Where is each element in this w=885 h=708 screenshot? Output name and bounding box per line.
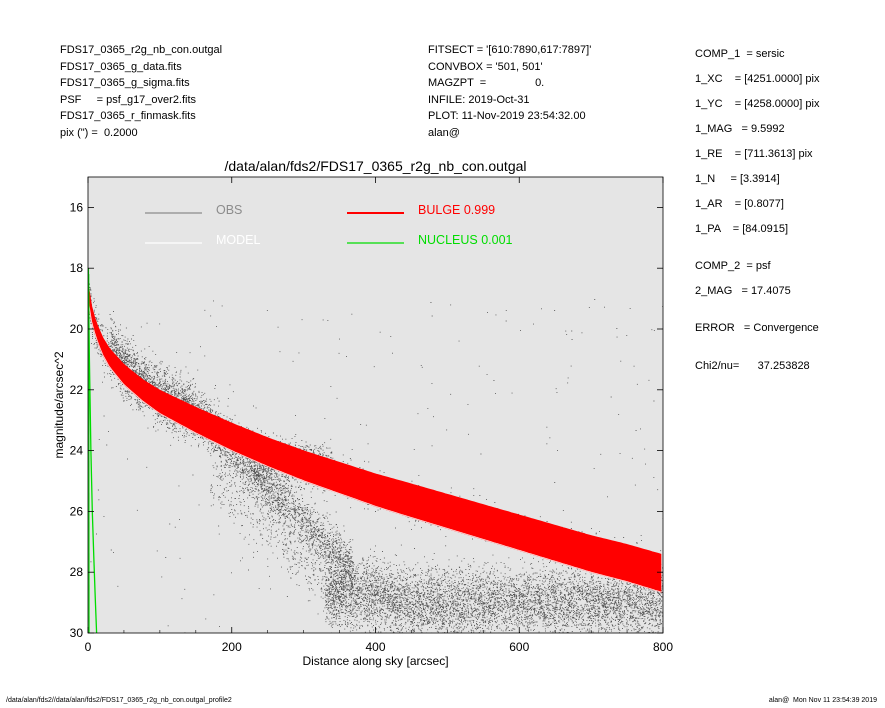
chart-title: /data/alan/fds2/FDS17_0365_r2g_nb_con.ou… <box>224 158 527 174</box>
header-mid-line-4: PLOT: 11-Nov-2019 23:54:32.00 <box>428 110 586 122</box>
header-mid-line-1: CONVBOX = '501, 501' <box>428 60 543 73</box>
x-tick-label-1: 200 <box>222 640 242 654</box>
y-tick-label-1: 18 <box>70 261 84 275</box>
param-line-1: 1_XC = [4251.0000] pix <box>695 73 820 85</box>
param-line-6: 1_AR = [0.8077] <box>695 198 784 210</box>
y-tick-label-5: 26 <box>70 504 84 518</box>
header-left-line-2: FDS17_0365_g_sigma.fits <box>60 77 190 89</box>
model-line <box>88 303 661 593</box>
header-mid-line-0: FITSECT = '[610:7890,617:7897]' <box>428 44 592 56</box>
legend-label-3: NUCLEUS 0.001 <box>418 233 513 247</box>
y-tick-label-3: 22 <box>70 383 84 397</box>
header-left-line-3: PSF = psf_g17_over2.fits <box>60 93 197 106</box>
param-line-0: COMP_1 = sersic <box>695 48 785 60</box>
header-left-line-1: FDS17_0365_g_data.fits <box>60 60 182 73</box>
header-mid-line-3: INFILE: 2019-Oct-31 <box>428 93 530 106</box>
header-left-line-4: FDS17_0365_r_finmask.fits <box>60 110 196 122</box>
y-tick-label-0: 16 <box>70 200 84 214</box>
x-tick-label-2: 400 <box>365 640 385 654</box>
param-line-2: 1_YC = [4258.0000] pix <box>695 98 820 110</box>
y-axis-label: magnitude/arcsec^2 <box>52 351 66 458</box>
param-line-7: 1_PA = [84.0915] <box>695 223 789 235</box>
param-line-10: ERROR = Convergence <box>695 322 819 334</box>
legend-label-0: OBS <box>216 203 242 217</box>
param-line-4: 1_RE = [711.3613] pix <box>695 148 813 160</box>
header-left-line-5: pix (") = 0.2000 <box>60 126 138 139</box>
x-axis-label: Distance along sky [arcsec] <box>302 654 448 668</box>
x-tick-label-0: 0 <box>85 640 92 654</box>
y-tick-label-2: 20 <box>70 322 84 336</box>
header-left-block: FDS17_0365_r2g_nb_con.outgal FDS17_0365_g… <box>60 42 222 141</box>
param-line-5: 1_N = [3.3914] <box>695 173 780 185</box>
header-left-line-0: FDS17_0365_r2g_nb_con.outgal <box>60 44 223 56</box>
y-tick-label-6: 28 <box>70 565 84 579</box>
y-tick-label-4: 24 <box>70 444 84 458</box>
legend-label-2: BULGE 0.999 <box>418 203 495 217</box>
footer-path: /data/alan/fds2//data/alan/fds2/FDS17_03… <box>6 697 232 704</box>
param-line-3: 1_MAG = 9.5992 <box>695 123 785 135</box>
header-mid-line-2: MAGZPT = 0. <box>428 77 545 89</box>
header-mid-block: FITSECT = '[610:7890,617:7897]' CONVBOX =… <box>428 42 591 141</box>
param-line-8: COMP_2 = psf <box>695 260 771 272</box>
footer-timestamp: alan@ Mon Nov 11 23:54:39 2019 <box>768 697 877 704</box>
plot-data-group <box>88 268 663 633</box>
x-tick-label-3: 600 <box>509 640 529 654</box>
param-line-9: 2_MAG = 17.4075 <box>695 285 791 297</box>
header-mid-line-5: alan@ <box>428 126 460 139</box>
y-tick-label-7: 30 <box>70 626 84 640</box>
legend-label-1: MODEL <box>216 233 261 247</box>
param-line-11: Chi2/nu= 37.253828 <box>695 360 810 372</box>
x-tick-label-4: 800 <box>653 640 673 654</box>
